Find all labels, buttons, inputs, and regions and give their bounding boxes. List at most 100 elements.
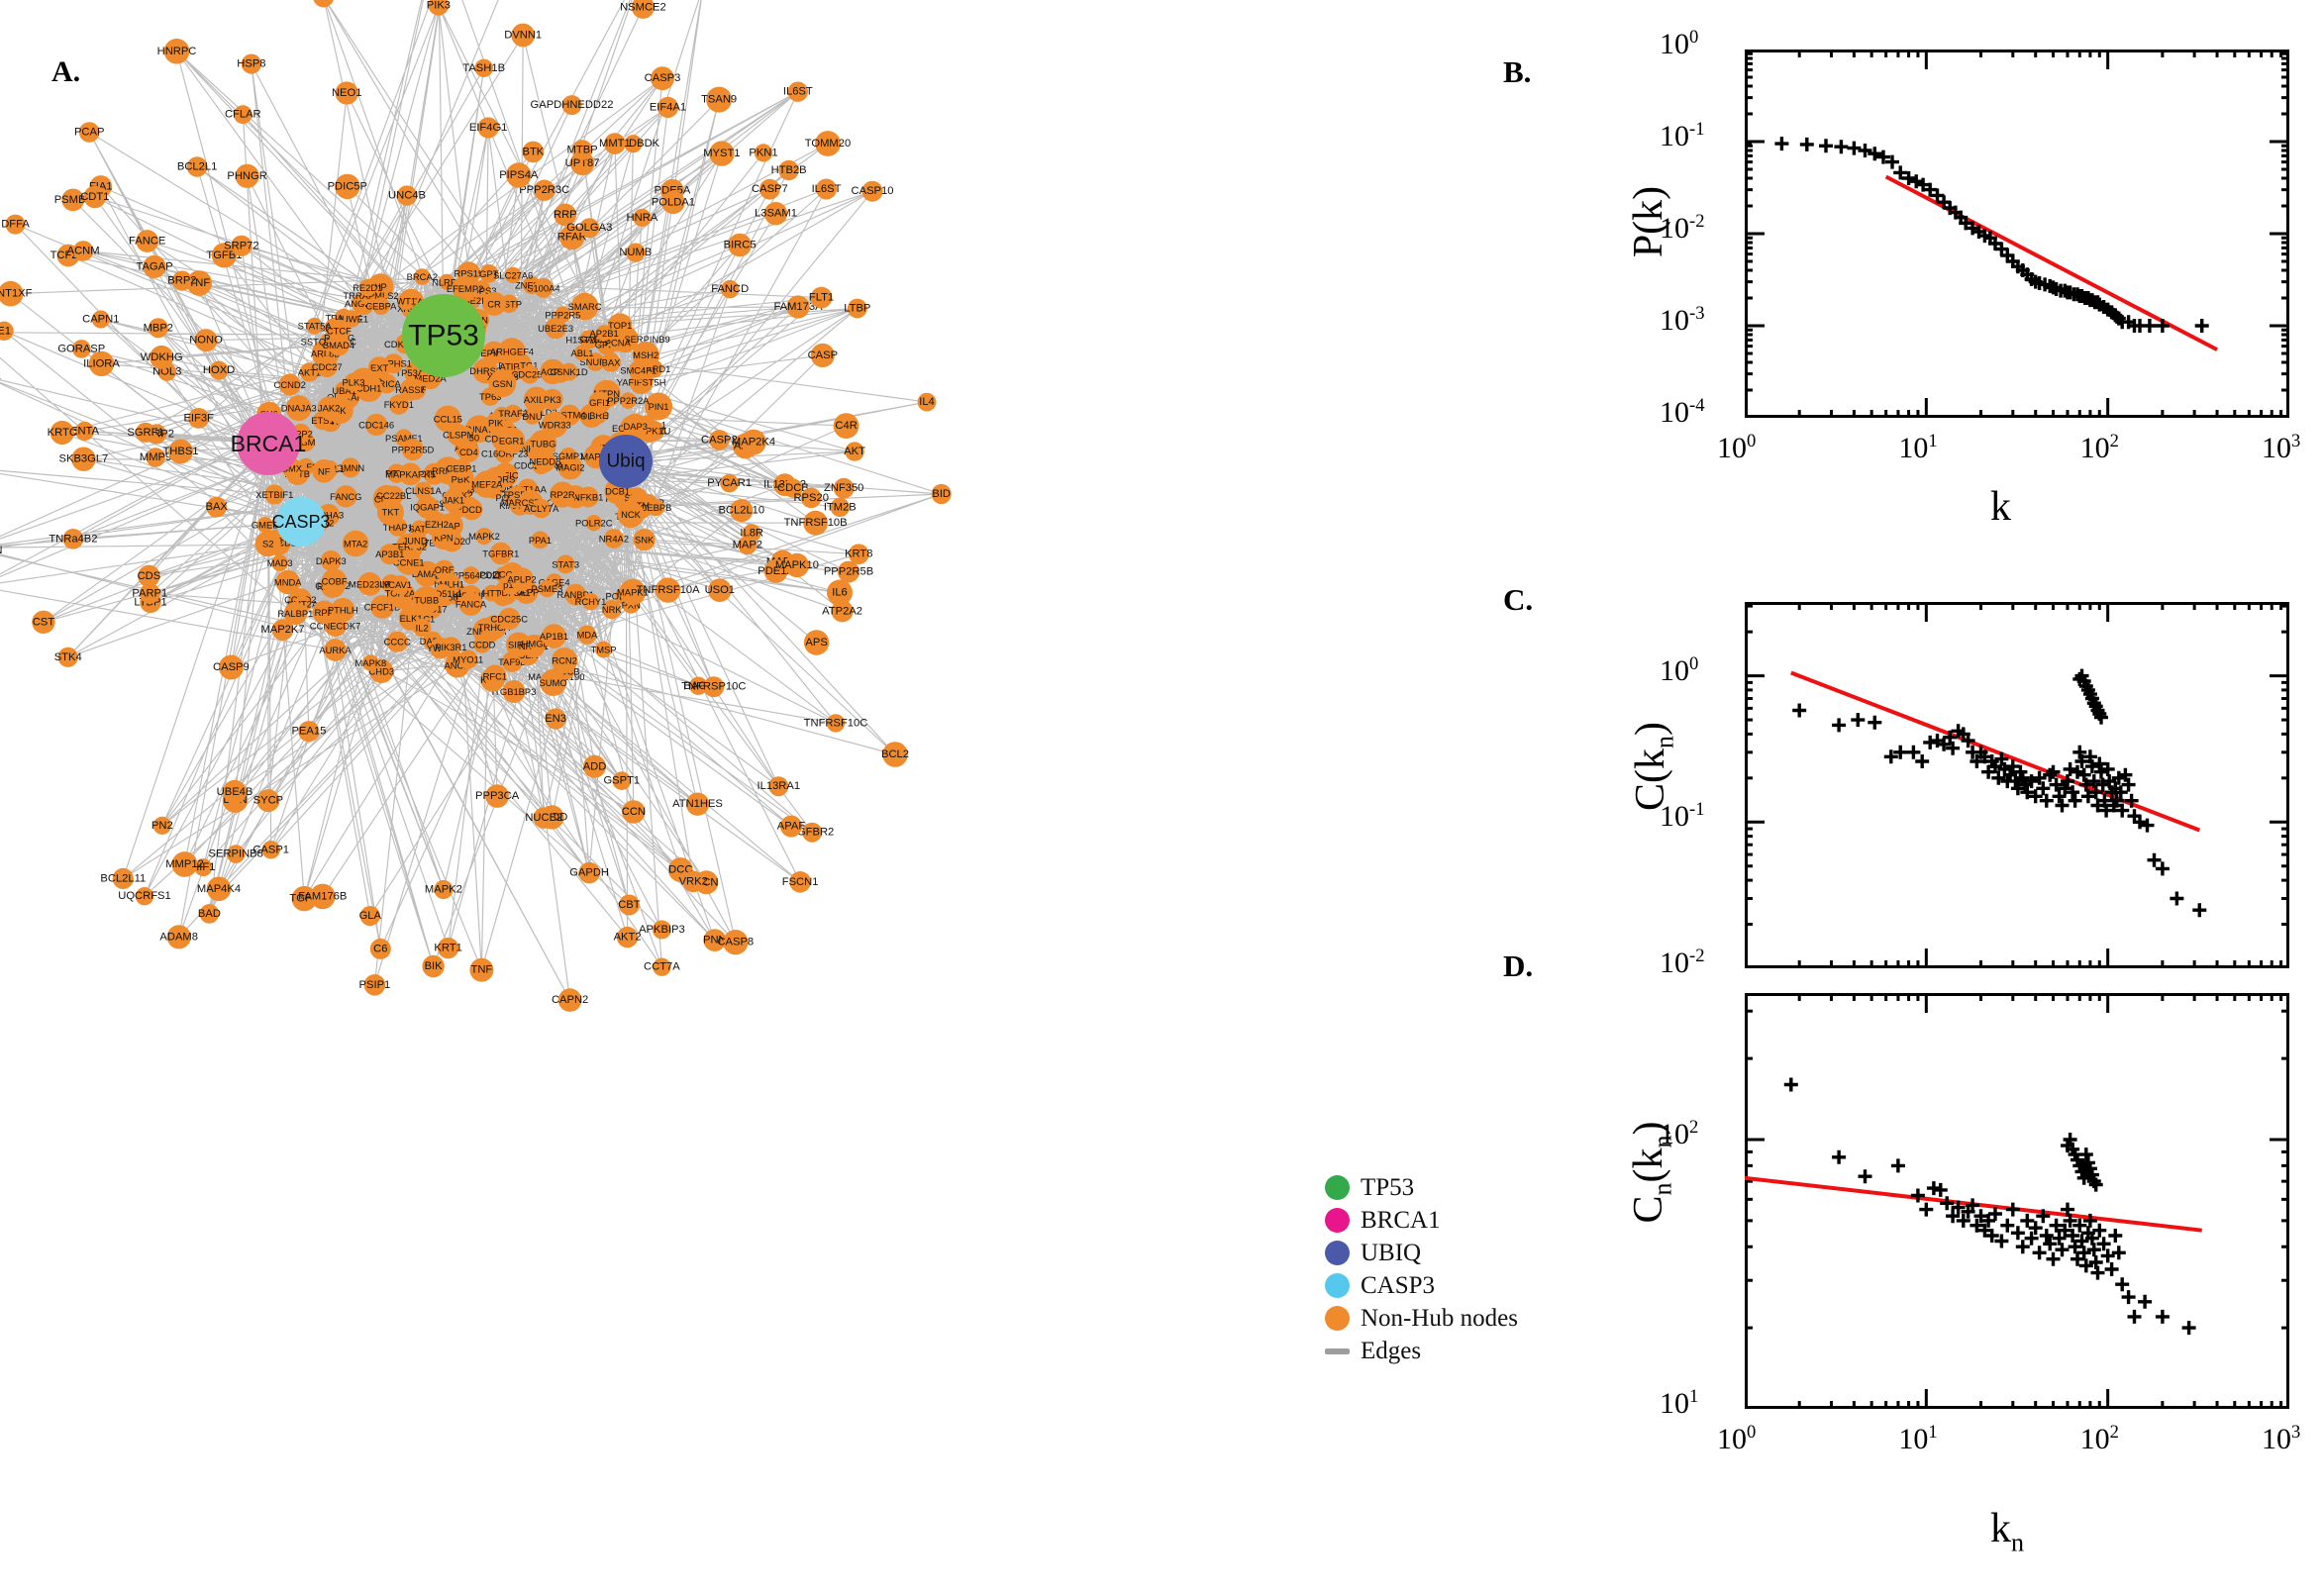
network-node[interactable] (283, 601, 308, 626)
network-node[interactable] (396, 549, 422, 575)
network-node[interactable] (186, 156, 208, 177)
network-node[interactable] (235, 163, 259, 188)
network-node[interactable] (163, 39, 190, 64)
network-node[interactable] (218, 654, 244, 680)
network-node[interactable] (461, 566, 480, 585)
network-node[interactable] (479, 264, 499, 283)
network-node[interactable] (550, 481, 576, 508)
network-node[interactable] (612, 771, 632, 790)
network-node[interactable] (321, 568, 348, 594)
network-node[interactable] (532, 499, 552, 519)
network-node[interactable] (298, 721, 320, 743)
network-node[interactable] (112, 867, 134, 890)
network-node[interactable] (703, 676, 725, 698)
network-node[interactable] (447, 424, 469, 447)
network-node[interactable] (557, 988, 582, 1012)
network-node[interactable] (529, 430, 557, 457)
network-node[interactable] (316, 355, 338, 377)
network-node[interactable] (845, 442, 864, 461)
network-node[interactable] (706, 86, 733, 113)
network-node[interactable] (511, 23, 536, 48)
network-node[interactable] (607, 313, 633, 338)
network-node[interactable] (586, 352, 605, 371)
network-node[interactable] (602, 600, 622, 620)
network-node[interactable] (452, 275, 478, 302)
network-node[interactable] (703, 929, 727, 951)
hub-circle-icon[interactable] (599, 435, 653, 488)
network-node[interactable] (489, 542, 512, 565)
network-node[interactable] (61, 188, 85, 212)
network-node[interactable] (601, 352, 621, 372)
network-node[interactable] (685, 792, 710, 816)
network-node[interactable] (399, 378, 422, 401)
network-node[interactable] (882, 742, 908, 767)
network-node[interactable] (139, 583, 160, 604)
network-node[interactable] (534, 179, 556, 201)
network-node[interactable] (166, 925, 191, 949)
network-node[interactable] (778, 159, 799, 181)
network-node[interactable] (481, 291, 507, 316)
network-node[interactable] (917, 392, 937, 412)
network-node[interactable] (477, 117, 499, 139)
network-node[interactable] (264, 484, 285, 505)
network-node[interactable] (552, 648, 578, 674)
network-node[interactable] (931, 483, 952, 505)
network-node[interactable] (136, 230, 159, 252)
network-node[interactable] (439, 273, 455, 290)
network-node[interactable] (595, 641, 612, 658)
network-node[interactable] (720, 473, 739, 493)
network-node[interactable] (299, 362, 320, 382)
network-node[interactable] (324, 639, 347, 661)
network-node[interactable] (534, 277, 554, 298)
network-node[interactable] (682, 870, 704, 893)
network-node[interactable] (498, 427, 526, 454)
network-node[interactable] (522, 141, 545, 163)
network-node[interactable] (653, 957, 671, 976)
network-node[interactable] (401, 439, 424, 461)
network-node[interactable] (261, 841, 280, 859)
network-node[interactable] (596, 325, 613, 342)
network-node[interactable] (827, 579, 853, 606)
network-node[interactable] (651, 66, 674, 91)
network-node[interactable] (88, 350, 115, 377)
network-node[interactable] (579, 218, 600, 239)
network-node[interactable] (645, 392, 673, 421)
network-node[interactable] (271, 554, 288, 571)
network-node[interactable] (624, 135, 643, 153)
network-node[interactable] (838, 560, 859, 583)
network-node[interactable] (498, 607, 521, 631)
network-node[interactable] (802, 822, 823, 843)
network-node[interactable] (623, 413, 649, 440)
network-node[interactable] (559, 448, 577, 465)
network-node[interactable] (211, 243, 237, 268)
network-node[interactable] (413, 618, 432, 638)
network-node[interactable] (406, 532, 424, 549)
network-node[interactable] (312, 459, 337, 483)
network-node[interactable] (370, 595, 394, 619)
network-node[interactable] (754, 144, 773, 162)
network-node[interactable] (72, 241, 94, 261)
network-node[interactable] (342, 530, 369, 557)
network-node[interactable] (473, 470, 501, 498)
network-node[interactable] (91, 310, 110, 329)
network-node[interactable] (510, 567, 534, 591)
network-node[interactable] (498, 338, 526, 366)
network-node[interactable] (474, 58, 493, 77)
network-node[interactable] (763, 559, 788, 583)
network-node[interactable] (730, 499, 754, 523)
network-node[interactable] (689, 676, 708, 695)
network-node[interactable] (826, 714, 846, 733)
network-node[interactable] (485, 784, 509, 808)
network-node[interactable] (816, 178, 837, 200)
network-node[interactable] (458, 649, 478, 669)
hub-circle-icon[interactable] (402, 294, 485, 377)
network-node[interactable] (312, 600, 337, 625)
network-node[interactable] (578, 861, 600, 884)
network-node[interactable] (460, 498, 483, 521)
network-node[interactable] (344, 372, 363, 392)
network-node[interactable] (206, 876, 232, 902)
network-node[interactable] (581, 593, 600, 611)
network-node[interactable] (285, 395, 312, 422)
network-node[interactable] (171, 851, 198, 877)
network-node[interactable] (5, 214, 26, 235)
